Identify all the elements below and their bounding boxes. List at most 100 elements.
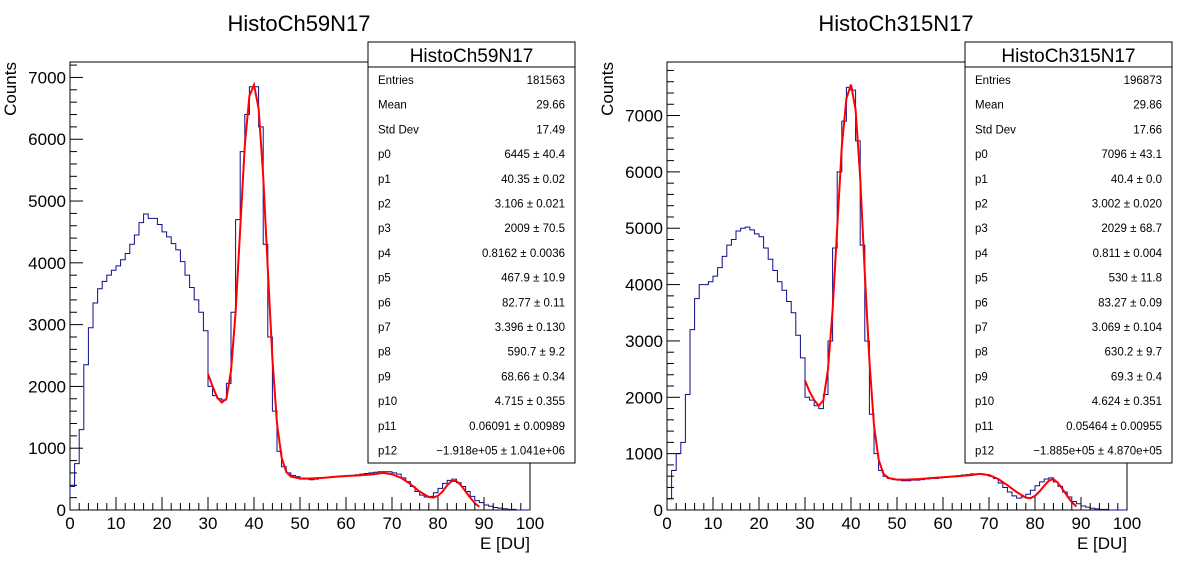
stats-row-label: p7 <box>975 322 988 334</box>
stats-row-value: 82.77 ± 0.11 <box>502 297 565 309</box>
stats-row-label: p6 <box>975 297 988 309</box>
x-tick-label: 10 <box>704 514 723 533</box>
stats-row-value: 0.8162 ± 0.0036 <box>482 248 565 260</box>
y-tick-label: 5000 <box>28 192 66 211</box>
stats-row-value: 29.66 <box>536 100 565 112</box>
stats-row-value: 181563 <box>527 75 565 87</box>
stats-box-frame <box>964 41 1173 464</box>
y-tick-label: 3000 <box>625 332 663 351</box>
stats-row-value: 4.715 ± 0.355 <box>495 396 565 408</box>
stats-row-label: p5 <box>378 273 391 285</box>
stats-row-label: p11 <box>975 421 993 433</box>
stats-row-label: Std Dev <box>378 124 419 136</box>
histogram-series-line <box>69 86 530 511</box>
x-axis-label: E [DU] <box>480 534 530 553</box>
stats-row-value: 0.06091 ± 0.00989 <box>469 421 565 433</box>
stats-box-title: HistoCh59N17 <box>410 46 534 67</box>
y-tick-label: 5000 <box>625 219 663 238</box>
x-tick-label: 100 <box>1113 514 1141 533</box>
y-tick-label: 1000 <box>625 445 663 464</box>
x-tick-label: 90 <box>475 514 494 533</box>
stats-row-label: p0 <box>378 149 391 161</box>
stats-row-label: p10 <box>378 396 397 408</box>
stats-row-value: 6445 ± 40.4 <box>504 149 565 161</box>
x-tick-label: 50 <box>291 514 310 533</box>
y-tick-label: 7000 <box>625 107 663 126</box>
stats-row-value: 17.66 <box>1133 124 1162 136</box>
stats-row-value: 17.49 <box>536 124 565 136</box>
x-tick-label: 70 <box>980 514 999 533</box>
stats-row-label: p1 <box>975 174 988 186</box>
stats-row-value: 3.069 ± 0.104 <box>1092 322 1163 334</box>
stats-row-label: p3 <box>378 223 391 235</box>
y-tick-label: 2000 <box>625 388 663 407</box>
y-tick-label: 6000 <box>625 163 663 182</box>
stats-row-label: p5 <box>975 273 988 285</box>
stats-box: HistoCh59N17 Entries 181563 Mean 29.66 Std De… <box>367 41 576 464</box>
x-tick-label: 60 <box>934 514 953 533</box>
stats-row-label: p0 <box>975 149 988 161</box>
y-tick-label: 6000 <box>28 130 66 149</box>
stats-row-label: Std Dev <box>975 124 1016 136</box>
stats-row-label: p8 <box>975 347 988 359</box>
y-tick-label: 7000 <box>28 68 66 87</box>
stats-row-value: 3.106 ± 0.021 <box>495 199 565 211</box>
x-tick-label: 40 <box>842 514 861 533</box>
x-tick-label: 20 <box>750 514 769 533</box>
stats-row-value: 83.27 ± 0.09 <box>1098 297 1162 309</box>
y-axis-label: Counts <box>1 62 20 116</box>
stats-row-value: 530 ± 11.8 <box>1109 273 1162 285</box>
histogram-series-line <box>666 86 1127 511</box>
stats-row-label: p10 <box>975 396 994 408</box>
stats-row-value: 4.624 ± 0.351 <box>1092 396 1162 408</box>
stats-row-value: 7096 ± 43.1 <box>1101 149 1162 161</box>
stats-box-title: HistoCh315N17 <box>1001 46 1135 67</box>
stats-row-value: 467.9 ± 10.9 <box>501 273 565 285</box>
y-tick-label: 4000 <box>625 276 663 295</box>
stats-row-label: p12 <box>975 446 994 458</box>
stats-row-label: p2 <box>975 199 988 211</box>
stats-box-frame <box>367 41 576 464</box>
stats-row-label: p1 <box>378 174 391 186</box>
stats-row-value: 2029 ± 68.7 <box>1101 223 1162 235</box>
chart-title: HistoCh59N17 <box>227 11 370 36</box>
x-tick-label: 20 <box>153 514 172 533</box>
x-tick-label: 100 <box>516 514 544 533</box>
x-tick-label: 70 <box>383 514 402 533</box>
x-tick-label: 10 <box>107 514 126 533</box>
chart-title: HistoCh315N17 <box>818 11 973 36</box>
stats-row-value: 3.002 ± 0.020 <box>1092 199 1162 211</box>
y-tick-label: 0 <box>57 501 66 520</box>
stats-row-value: −1.885e+05 ± 4.870e+05 <box>1033 446 1162 458</box>
stats-row-label: p12 <box>378 446 397 458</box>
stats-box: HistoCh315N17 Entries 196873 Mean 29.86 Std D… <box>964 41 1173 464</box>
stats-row-label: Mean <box>975 100 1004 112</box>
stats-row-value: 69.3 ± 0.4 <box>1111 371 1163 383</box>
stats-row-value: 0.05464 ± 0.00955 <box>1066 421 1162 433</box>
x-tick-label: 30 <box>199 514 218 533</box>
stats-row-label: p3 <box>975 223 988 235</box>
stats-row-label: p8 <box>378 347 391 359</box>
y-tick-label: 3000 <box>28 316 66 335</box>
stats-row-label: p6 <box>378 297 391 309</box>
stats-row-label: p7 <box>378 322 391 334</box>
x-tick-label: 80 <box>1026 514 1045 533</box>
stats-row-value: 40.35 ± 0.02 <box>501 174 565 186</box>
stats-row-value: 40.4 ± 0.0 <box>1111 174 1162 186</box>
fit-curve-line <box>207 81 481 508</box>
stats-row-label: Mean <box>378 100 407 112</box>
stats-row-value: 29.86 <box>1133 100 1162 112</box>
y-axis-label: Counts <box>598 62 617 116</box>
stats-row-label: Entries <box>975 75 1011 87</box>
stats-row-value: 2009 ± 70.5 <box>504 223 565 235</box>
stats-row-value: −1.918e+05 ± 1.041e+06 <box>436 446 565 458</box>
stats-row-label: p4 <box>378 248 391 260</box>
x-tick-label: 90 <box>1072 514 1091 533</box>
y-tick-label: 4000 <box>28 254 66 273</box>
stats-row-label: p9 <box>378 371 391 383</box>
stats-row-value: 590.7 ± 9.2 <box>508 347 565 359</box>
x-tick-label: 40 <box>245 514 264 533</box>
x-tick-label: 80 <box>429 514 448 533</box>
